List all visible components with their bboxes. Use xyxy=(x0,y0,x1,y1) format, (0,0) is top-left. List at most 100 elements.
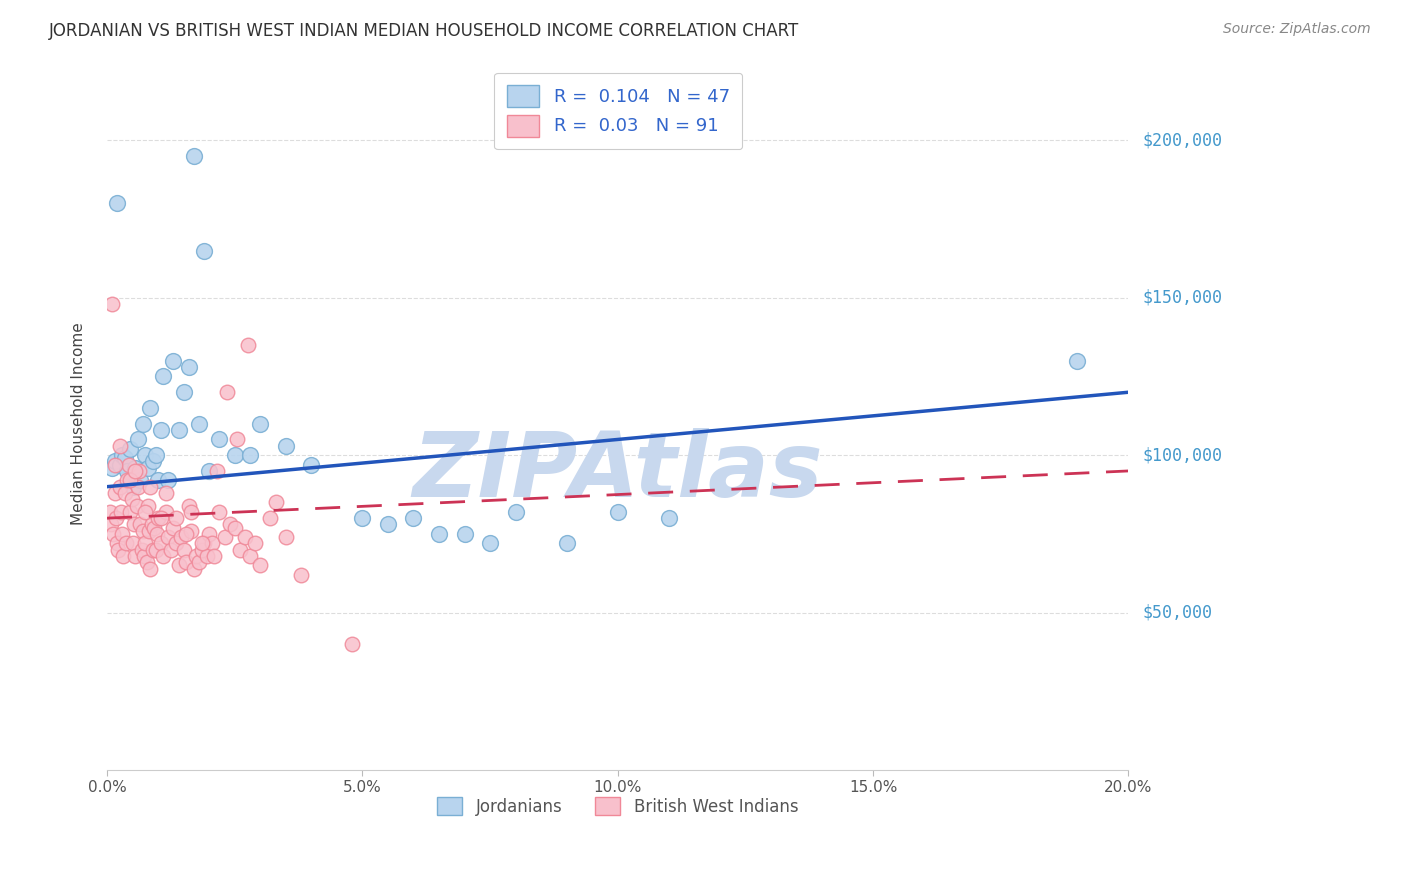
Point xyxy=(205,464,228,478)
Point xyxy=(218,517,240,532)
Point xyxy=(143,520,166,534)
Point xyxy=(124,460,146,475)
Point xyxy=(188,417,211,431)
Point xyxy=(233,530,256,544)
Point xyxy=(160,542,183,557)
Point xyxy=(173,385,195,400)
Point xyxy=(249,558,271,573)
Point xyxy=(170,530,193,544)
Point xyxy=(214,530,236,544)
Point xyxy=(114,486,136,500)
Point xyxy=(290,567,312,582)
Point xyxy=(135,555,157,569)
Text: $100,000: $100,000 xyxy=(1142,446,1222,464)
Point xyxy=(146,511,169,525)
Point xyxy=(180,524,202,538)
Point xyxy=(101,460,124,475)
Point xyxy=(132,549,155,563)
Point xyxy=(402,511,425,525)
Point xyxy=(157,530,180,544)
Point xyxy=(118,505,141,519)
Point xyxy=(198,527,221,541)
Point xyxy=(174,527,197,541)
Point xyxy=(453,527,475,541)
Point xyxy=(183,561,205,575)
Legend: Jordanians, British West Indians: Jordanians, British West Indians xyxy=(429,789,807,824)
Point xyxy=(208,505,231,519)
Point xyxy=(1066,353,1088,368)
Point xyxy=(104,454,127,468)
Point xyxy=(167,558,190,573)
Point xyxy=(117,474,139,488)
Point xyxy=(121,480,143,494)
Point xyxy=(180,505,202,519)
Point xyxy=(186,549,208,563)
Point xyxy=(149,423,172,437)
Point xyxy=(127,480,149,494)
Point xyxy=(274,439,297,453)
Point xyxy=(249,417,271,431)
Point xyxy=(121,536,143,550)
Point xyxy=(259,511,281,525)
Point xyxy=(555,536,578,550)
Point xyxy=(202,549,225,563)
Point xyxy=(112,549,135,563)
Point xyxy=(155,486,177,500)
Point xyxy=(145,542,167,557)
Text: $50,000: $50,000 xyxy=(1142,604,1212,622)
Point xyxy=(177,499,200,513)
Point xyxy=(149,511,172,525)
Point xyxy=(108,439,131,453)
Point xyxy=(208,433,231,447)
Point xyxy=(104,486,127,500)
Point xyxy=(149,536,172,550)
Point xyxy=(124,464,146,478)
Point xyxy=(118,474,141,488)
Point xyxy=(377,517,399,532)
Point xyxy=(146,474,169,488)
Point xyxy=(195,549,218,563)
Text: $200,000: $200,000 xyxy=(1142,131,1222,149)
Point xyxy=(201,536,224,550)
Point xyxy=(127,433,149,447)
Point xyxy=(115,536,138,550)
Point xyxy=(193,536,215,550)
Point xyxy=(139,561,162,575)
Point xyxy=(122,517,145,532)
Point xyxy=(136,460,159,475)
Point xyxy=(125,499,148,513)
Point xyxy=(128,464,150,478)
Point xyxy=(139,480,162,494)
Point xyxy=(100,517,122,532)
Point xyxy=(226,433,249,447)
Point xyxy=(117,458,139,472)
Point xyxy=(117,464,139,478)
Point xyxy=(103,527,125,541)
Point xyxy=(340,637,363,651)
Point xyxy=(505,505,527,519)
Point xyxy=(141,517,163,532)
Point xyxy=(136,499,159,513)
Point xyxy=(105,196,128,211)
Point xyxy=(190,542,212,557)
Point xyxy=(142,542,165,557)
Point xyxy=(165,511,187,525)
Point xyxy=(352,511,374,525)
Point xyxy=(157,474,180,488)
Point xyxy=(107,542,129,557)
Point xyxy=(174,555,197,569)
Point xyxy=(658,511,681,525)
Point xyxy=(188,555,211,569)
Point xyxy=(111,527,134,541)
Point xyxy=(129,517,152,532)
Point xyxy=(101,297,124,311)
Point xyxy=(132,524,155,538)
Point xyxy=(167,423,190,437)
Point xyxy=(173,542,195,557)
Point xyxy=(162,520,184,534)
Point xyxy=(142,454,165,468)
Text: Source: ZipAtlas.com: Source: ZipAtlas.com xyxy=(1223,22,1371,37)
Point xyxy=(152,549,174,563)
Point xyxy=(152,369,174,384)
Point xyxy=(224,448,246,462)
